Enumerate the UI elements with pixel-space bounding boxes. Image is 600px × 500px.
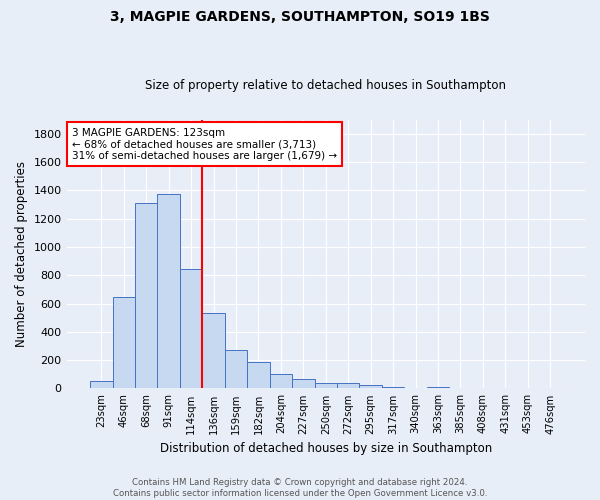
Text: Contains HM Land Registry data © Crown copyright and database right 2024.
Contai: Contains HM Land Registry data © Crown c… xyxy=(113,478,487,498)
Bar xyxy=(292,379,314,388)
Bar xyxy=(337,384,359,388)
Bar xyxy=(135,203,157,388)
Bar xyxy=(314,384,337,388)
Bar xyxy=(382,386,404,388)
Text: 3, MAGPIE GARDENS, SOUTHAMPTON, SO19 1BS: 3, MAGPIE GARDENS, SOUTHAMPTON, SO19 1BS xyxy=(110,10,490,24)
Bar xyxy=(427,386,449,388)
Bar xyxy=(202,314,225,388)
Bar xyxy=(113,297,135,388)
Bar xyxy=(180,269,202,388)
Title: Size of property relative to detached houses in Southampton: Size of property relative to detached ho… xyxy=(145,79,506,92)
Bar xyxy=(269,374,292,388)
Bar xyxy=(359,385,382,388)
X-axis label: Distribution of detached houses by size in Southampton: Distribution of detached houses by size … xyxy=(160,442,492,455)
Bar xyxy=(247,362,269,388)
Bar xyxy=(225,350,247,389)
Text: 3 MAGPIE GARDENS: 123sqm
← 68% of detached houses are smaller (3,713)
31% of sem: 3 MAGPIE GARDENS: 123sqm ← 68% of detach… xyxy=(72,128,337,161)
Bar xyxy=(90,380,113,388)
Y-axis label: Number of detached properties: Number of detached properties xyxy=(15,161,28,347)
Bar xyxy=(157,194,180,388)
